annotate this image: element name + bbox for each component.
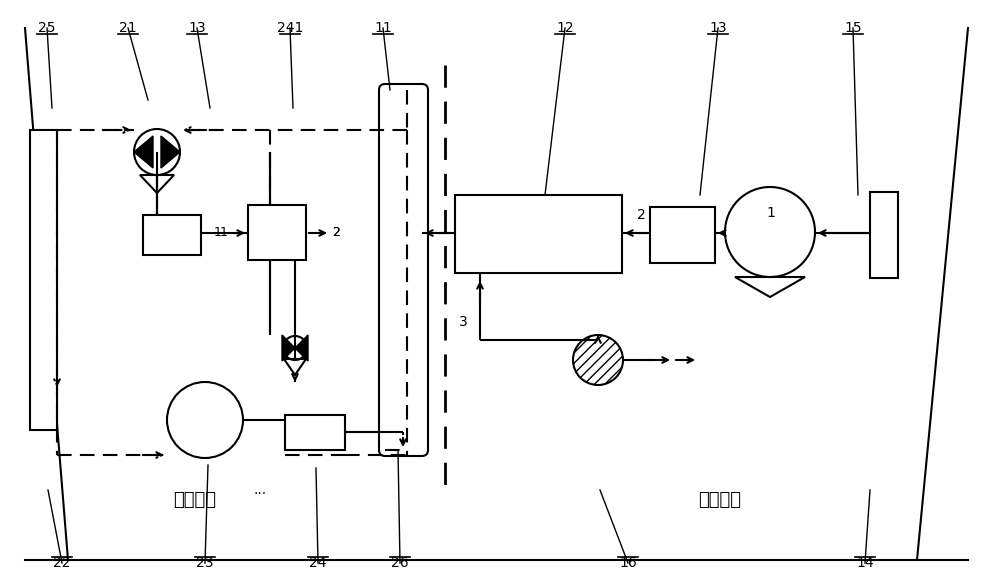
Text: 15: 15 [844,21,862,35]
Text: 14: 14 [856,556,874,570]
Text: 22: 22 [53,556,71,570]
Text: 13: 13 [188,21,206,35]
Text: 25: 25 [38,21,56,35]
Text: 24: 24 [309,556,327,570]
Polygon shape [161,136,180,168]
Bar [30,130,57,430]
Bar [143,215,201,255]
Text: 1: 1 [767,206,775,220]
Circle shape [167,382,243,458]
Text: 26: 26 [391,556,409,570]
Text: 241: 241 [277,21,303,35]
Text: ...: ... [253,483,267,497]
Text: 23: 23 [196,556,214,570]
Text: 13: 13 [709,21,727,35]
Circle shape [134,129,180,175]
FancyBboxPatch shape [379,84,428,456]
Text: 气流系统: 气流系统 [698,491,742,509]
Bar [870,192,898,278]
Text: 3: 3 [459,315,468,329]
Bar [248,205,306,260]
Polygon shape [134,136,153,168]
Circle shape [725,187,815,277]
Text: 21: 21 [119,21,137,35]
Bar [455,195,622,273]
Text: 2: 2 [332,226,340,239]
Text: 2: 2 [332,226,340,239]
Circle shape [283,336,307,360]
Text: 1: 1 [220,226,228,239]
Circle shape [573,335,623,385]
Bar [285,415,345,450]
Text: 1: 1 [214,226,222,239]
Polygon shape [295,335,308,361]
Polygon shape [282,335,295,361]
Text: 液流系统: 液流系统 [174,491,216,509]
Bar [650,207,715,263]
Text: 12: 12 [556,21,574,35]
Text: 16: 16 [619,556,637,570]
Text: 11: 11 [374,21,392,35]
Text: 2: 2 [637,208,646,222]
